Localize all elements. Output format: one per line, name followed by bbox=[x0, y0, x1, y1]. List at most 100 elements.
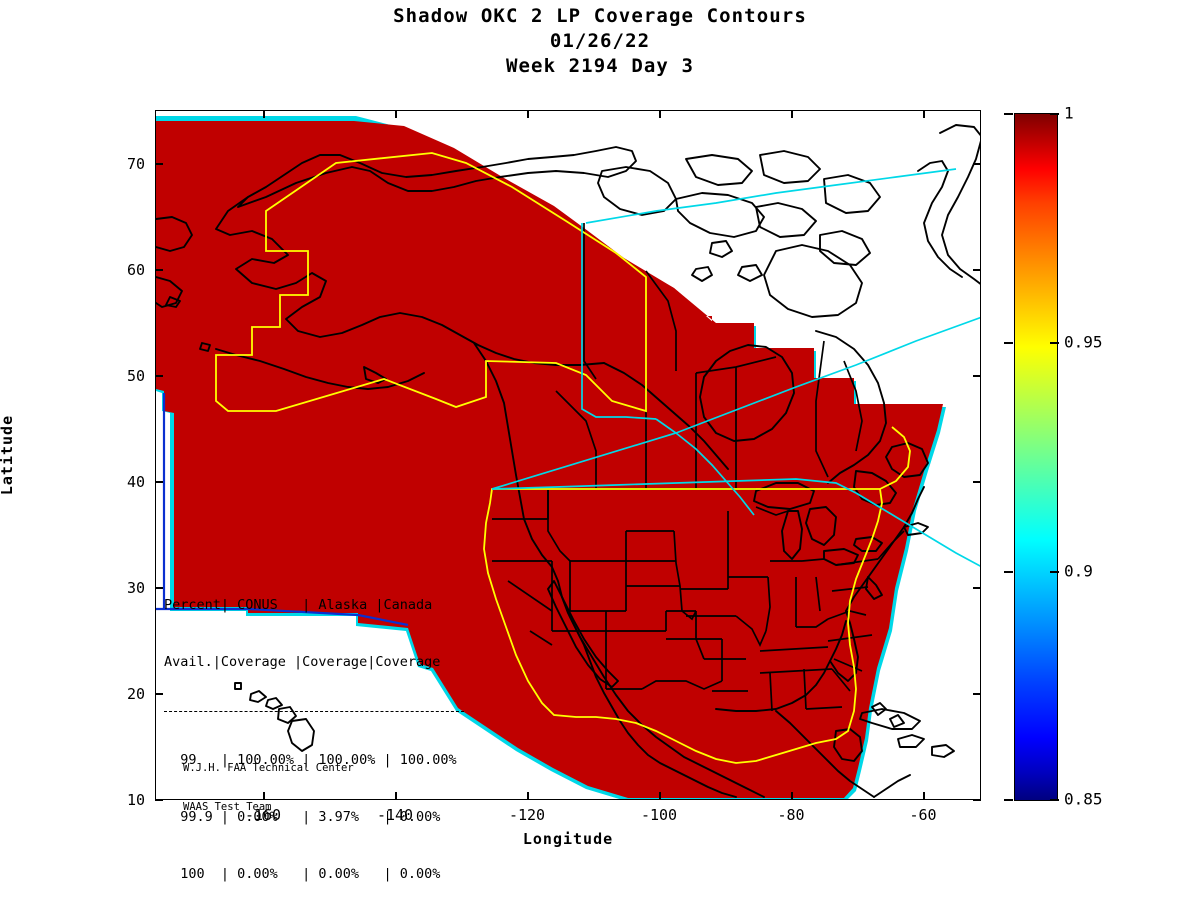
title-line-2: 01/26/22 bbox=[549, 30, 651, 52]
chart-title: Shadow OKC 2 LP Coverage Contours 01/26/… bbox=[0, 4, 1200, 79]
x-tick-mark-top bbox=[263, 110, 265, 118]
coastline-small-isl-b bbox=[737, 264, 763, 282]
contour-line-ne bbox=[855, 492, 980, 567]
map-plot-area bbox=[155, 110, 981, 800]
border-yt-nwt bbox=[583, 223, 597, 380]
x-tick-mark-top bbox=[659, 110, 661, 118]
coastline-arctic-isl-2 bbox=[759, 150, 821, 184]
border-sc-nc bbox=[833, 658, 863, 672]
y-tick-mark bbox=[155, 375, 163, 377]
conus-service-volume bbox=[483, 488, 883, 764]
border-nu-mb bbox=[695, 356, 777, 374]
border-tn-ms-al-ga bbox=[759, 668, 833, 674]
border-pa-md bbox=[831, 586, 869, 592]
y-tick-label: 10 bbox=[126, 791, 145, 809]
y-tick-mark-right bbox=[973, 587, 981, 589]
north-america-map bbox=[156, 116, 980, 799]
coastline-mexico-west bbox=[561, 596, 765, 798]
coastline-alaska-west bbox=[215, 196, 605, 366]
coastline-arctic-isl-5 bbox=[819, 230, 871, 266]
y-tick-mark-right bbox=[973, 799, 981, 801]
colorbar-tick-right bbox=[1050, 113, 1059, 115]
y-tick-mark-right bbox=[973, 375, 981, 377]
border-bc-ab bbox=[555, 390, 597, 489]
contour-line-canada-diag bbox=[491, 316, 980, 490]
coastline-baja bbox=[547, 580, 619, 688]
coastline-aleutians bbox=[215, 348, 425, 390]
table-row: 100 | 0.00% | 0.00% | 0.00% bbox=[164, 866, 441, 882]
y-tick-label: 50 bbox=[126, 367, 145, 385]
border-va-wv-md bbox=[827, 610, 867, 620]
coastline-cuba bbox=[859, 708, 921, 730]
x-tick-mark bbox=[527, 792, 529, 800]
border-nwt-nu bbox=[645, 270, 677, 371]
coastline-arctic-isl-1 bbox=[685, 154, 753, 186]
contour-line-alaska-b bbox=[581, 223, 657, 420]
border-al-ga bbox=[803, 668, 807, 710]
coastline-greenland-sw bbox=[917, 160, 963, 278]
coastline-centralam bbox=[873, 774, 911, 798]
coastline-russia-chukotka bbox=[156, 216, 193, 252]
border-ga-fl bbox=[805, 706, 843, 710]
colorbar-label: 0.9 bbox=[1064, 561, 1093, 581]
x-tick-label: -140 bbox=[376, 806, 414, 824]
y-axis-title: Latitude bbox=[0, 414, 16, 496]
coastline-lake-superior bbox=[753, 482, 815, 510]
x-tick-label: -60 bbox=[909, 806, 937, 824]
coastline-bahamas-2 bbox=[889, 714, 905, 728]
title-line-3: Week 2194 Day 3 bbox=[505, 55, 695, 77]
x-tick-mark bbox=[923, 792, 925, 800]
coastline-alaska bbox=[237, 146, 637, 208]
coastline-lake-huron bbox=[805, 506, 837, 546]
x-tick-label: -100 bbox=[640, 806, 678, 824]
contour-line-ak-panhandle bbox=[655, 418, 755, 516]
border-sd-mn-ia bbox=[675, 562, 683, 612]
credit-line-1: W.J.H. FAA Technical Center bbox=[183, 762, 354, 774]
border-nd-mn bbox=[673, 530, 677, 564]
coastline-labrador bbox=[815, 330, 887, 484]
coastline-baffin-island bbox=[763, 244, 863, 318]
colorbar-tick-right bbox=[1050, 571, 1059, 573]
x-tick-mark-top bbox=[527, 110, 529, 118]
colorbar-gradient bbox=[1014, 113, 1058, 801]
y-tick-mark bbox=[155, 587, 163, 589]
coastline-hawaii-4 bbox=[277, 706, 297, 724]
y-tick-mark-right bbox=[973, 693, 981, 695]
coverage-step-detail-2 bbox=[754, 323, 854, 391]
coverage-contour-fill bbox=[156, 116, 946, 799]
x-tick-mark-top bbox=[791, 110, 793, 118]
colorbar-label: 1 bbox=[1064, 103, 1074, 123]
coastline-island-small bbox=[165, 296, 181, 308]
coastline-caribbean-2 bbox=[931, 744, 955, 758]
y-tick-mark bbox=[155, 163, 163, 165]
colorbar-tick bbox=[1004, 571, 1013, 573]
colorbar-tick bbox=[1004, 113, 1013, 115]
border-qc-lab bbox=[843, 360, 863, 452]
coastline-lake-michigan bbox=[781, 510, 803, 560]
coverage-fill-red bbox=[156, 121, 943, 798]
coastline-newfoundland bbox=[885, 442, 929, 478]
coastline-florida bbox=[829, 610, 859, 682]
colorbar bbox=[1014, 113, 1058, 801]
x-tick-label: -120 bbox=[508, 806, 546, 824]
border-mi-wi bbox=[755, 506, 789, 516]
border-ne-ia bbox=[681, 610, 697, 621]
coastline-ak-panhandle bbox=[603, 362, 729, 470]
y-tick-mark bbox=[155, 481, 163, 483]
coastline-banks-island bbox=[597, 166, 677, 216]
y-tick-mark bbox=[155, 799, 163, 801]
border-oh-ky bbox=[796, 618, 829, 628]
colorbar-tick bbox=[1004, 799, 1013, 801]
y-tick-mark bbox=[155, 269, 163, 271]
table-row: 99.9 | 0.00% | 3.97% | 0.00% bbox=[164, 809, 441, 825]
border-il-mo bbox=[735, 615, 767, 648]
coastline-arctic-isl-4 bbox=[823, 174, 881, 214]
colorbar-label: 0.95 bbox=[1064, 332, 1103, 352]
coastline-gulf bbox=[715, 620, 847, 712]
colorbar-tick-right bbox=[1050, 799, 1059, 801]
figure-root: Shadow OKC 2 LP Coverage Contours 01/26/… bbox=[0, 4, 1200, 882]
contour-line-alaska-a bbox=[585, 168, 957, 224]
coastline-pribilof bbox=[199, 342, 211, 352]
border-ca-az bbox=[529, 630, 553, 646]
y-tick-label: 40 bbox=[126, 473, 145, 491]
